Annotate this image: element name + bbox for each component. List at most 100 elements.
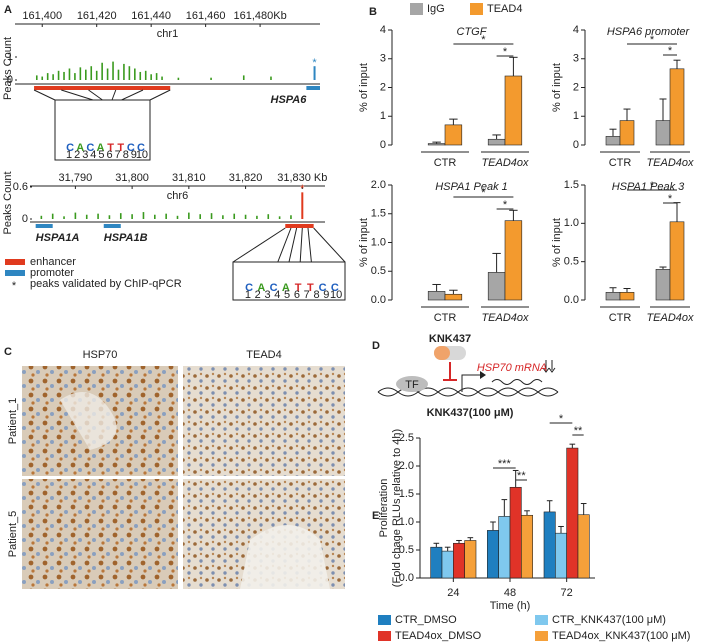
x-tick-label: TEAD4ox <box>646 312 694 324</box>
transcription-arrow <box>461 374 482 392</box>
motif-position: 1 <box>66 149 72 161</box>
legend-swatch <box>535 631 548 641</box>
peak <box>63 216 65 219</box>
motif-position: 6 <box>106 149 112 161</box>
motif-letter: C <box>137 142 145 154</box>
chrom-label: chr1 <box>157 28 178 40</box>
bar <box>427 143 446 146</box>
drug-label: KNK437 <box>429 333 471 345</box>
bar <box>441 550 454 579</box>
feature <box>306 86 320 90</box>
y-tick-label: 0 <box>22 213 28 225</box>
significance-label: * <box>650 34 655 46</box>
chrom-label: chr6 <box>167 190 188 202</box>
motif-letter: T <box>107 142 114 154</box>
x-axis-label: Time (h) <box>490 600 531 612</box>
legend-label: enhancer <box>30 256 76 268</box>
bar <box>464 540 477 579</box>
peak <box>52 74 54 80</box>
bar <box>521 514 533 579</box>
column-label: TEAD4 <box>246 349 281 361</box>
validated-star: * <box>300 183 305 195</box>
x-tick-label: TEAD4ox <box>481 312 529 324</box>
motif-letter: C <box>127 142 135 154</box>
x-tick-label: 31,830 Kb <box>277 172 327 184</box>
connector <box>88 89 103 101</box>
motif-letter: C <box>86 142 94 154</box>
drug-pill <box>434 346 450 360</box>
bar <box>444 293 463 301</box>
significance-label: *** <box>498 458 512 470</box>
dna-strand <box>377 387 559 397</box>
connector <box>149 89 171 101</box>
y-tick-label: 0.0 <box>399 572 414 584</box>
peak <box>134 68 136 80</box>
peak <box>267 214 270 219</box>
y-tick-label: 2.5 <box>399 432 414 444</box>
legend-label: CTR_DMSO <box>395 614 457 626</box>
mrna-label: HSP70 mRNA <box>477 362 547 374</box>
peak-highlight <box>313 66 316 80</box>
chart-title: HSPA6 promoter <box>607 26 691 38</box>
x-tick-label: 24 <box>447 587 459 599</box>
peak <box>57 70 60 80</box>
motif-position: 7 <box>304 289 310 301</box>
connector <box>299 227 303 263</box>
diagram <box>377 346 559 397</box>
bar <box>509 486 522 579</box>
feature <box>103 224 121 228</box>
y-tick-label: 0 <box>573 139 579 151</box>
tf-shape <box>396 376 428 392</box>
y-tick-label: 2.0 <box>399 460 414 472</box>
ihc-image <box>183 366 345 476</box>
peak <box>74 212 77 219</box>
peak <box>150 74 152 80</box>
validated-star: * <box>312 57 317 69</box>
connector <box>111 89 117 101</box>
bar <box>427 291 446 301</box>
y-tick-label: 1 <box>380 110 386 122</box>
y-tick-label: 3 <box>573 53 579 65</box>
x-tick-label: CTR <box>434 312 457 324</box>
peak-highlight <box>301 192 304 219</box>
peak <box>188 212 190 219</box>
feature <box>285 224 314 228</box>
y-tick-label: 1.5 <box>564 179 579 191</box>
peak <box>90 66 93 80</box>
x-tick-label: 161,400 <box>22 10 62 22</box>
y-tick-label: 0.5 <box>564 256 579 268</box>
gene-label: HSPA1A <box>36 232 80 244</box>
y-axis-label: % of input <box>358 218 370 267</box>
peak <box>51 213 54 219</box>
x-tick-label: 48 <box>504 587 516 599</box>
legend-label: CTR_KNK437(100 μM) <box>552 614 666 626</box>
motif-position: 3 <box>82 149 88 161</box>
peak <box>41 76 44 80</box>
gene-label: HSPA1B <box>104 232 148 244</box>
bar <box>504 75 523 146</box>
bar <box>555 532 567 579</box>
y-tick-label: 1.0 <box>371 236 386 248</box>
ihc-images <box>22 366 345 589</box>
peak <box>123 63 125 80</box>
y-axis-label: % of input <box>551 218 563 267</box>
chart-title: CTGF <box>457 26 488 38</box>
motif-position: 1 <box>245 289 251 301</box>
y-tick-label: 0 <box>7 74 13 86</box>
peak <box>199 214 201 219</box>
motif-letter: C <box>270 282 278 294</box>
x-tick-label: 31,810 <box>172 172 206 184</box>
peak <box>242 75 245 80</box>
peak <box>278 216 281 219</box>
motif-box <box>54 99 151 161</box>
legend-swatch <box>378 615 391 625</box>
peak <box>101 62 103 80</box>
y-axis-label: (Fold chage RLUs relative to 4h) <box>391 429 403 587</box>
significance-label: * <box>503 199 508 211</box>
motif-letter: C <box>245 282 253 294</box>
y-axis-label: % of input <box>358 63 370 112</box>
row-label: Patient_1 <box>7 398 19 444</box>
feature <box>34 86 171 90</box>
x-tick-label: 161,440 <box>131 10 171 22</box>
bar <box>430 546 443 579</box>
